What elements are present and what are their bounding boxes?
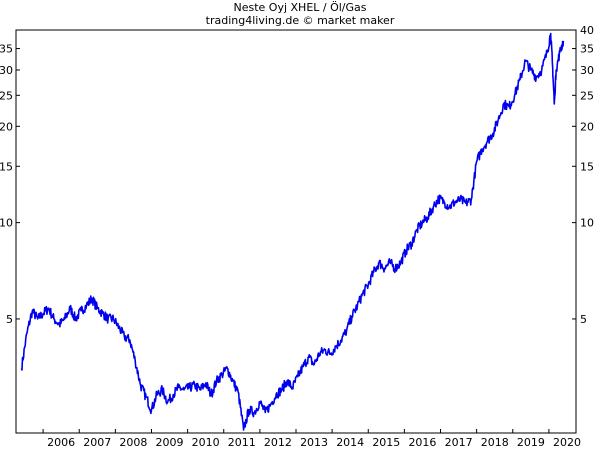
- y-tick-label-right: 25: [580, 89, 594, 102]
- y-axis-left: 35 30 25 20 15 10 5: [0, 43, 20, 326]
- x-tick-label: 2010: [192, 436, 220, 449]
- chart-title: Neste Oyj XHEL / Öl/Gas: [233, 1, 366, 14]
- y-tick-label-left: 30: [0, 64, 13, 77]
- y-tick-label-right: 10: [580, 217, 594, 230]
- y-tick-label-left: 5: [6, 313, 13, 326]
- x-tick-label: 2007: [83, 436, 111, 449]
- y-tick-label-left: 20: [0, 120, 13, 133]
- x-tick-label: 2009: [156, 436, 184, 449]
- y-tick-label-right: 40: [580, 24, 594, 37]
- y-tick-label-right: 20: [580, 120, 594, 133]
- y-tick-label-left: 15: [0, 160, 13, 173]
- x-tick-label: 2015: [372, 436, 400, 449]
- y-tick-label-left: 25: [0, 89, 13, 102]
- y-axis-right: 40 35 30 25 20 15 10 5: [572, 24, 594, 326]
- y-tick-label-right: 5: [580, 313, 587, 326]
- x-tick-label: 2011: [228, 436, 256, 449]
- y-tick-label-right: 35: [580, 43, 594, 56]
- chart-subtitle: trading4living.de © market maker: [206, 14, 395, 27]
- y-tick-label-right: 15: [580, 160, 594, 173]
- x-tick-label: 2020: [553, 436, 581, 449]
- x-tick-label: 2008: [119, 436, 147, 449]
- x-tick-label: 2013: [300, 436, 328, 449]
- plot-area: [15, 29, 577, 434]
- x-tick-label: 2012: [264, 436, 292, 449]
- y-tick-label-left: 10: [0, 217, 13, 230]
- x-tick-label: 2019: [517, 436, 545, 449]
- x-tick-label: 2018: [481, 436, 509, 449]
- x-tick-label: 2014: [336, 436, 364, 449]
- y-tick-label-left: 35: [0, 43, 13, 56]
- x-tick-label: 2016: [408, 436, 436, 449]
- price-series-line: [20, 32, 565, 431]
- x-axis: 2006 2007 2008 2009 2010 2011 2012 2013 2014 2015…: [42, 429, 581, 449]
- y-tick-label-right: 30: [580, 64, 594, 77]
- x-tick-label: 2006: [47, 436, 75, 449]
- x-tick-label: 2017: [445, 436, 473, 449]
